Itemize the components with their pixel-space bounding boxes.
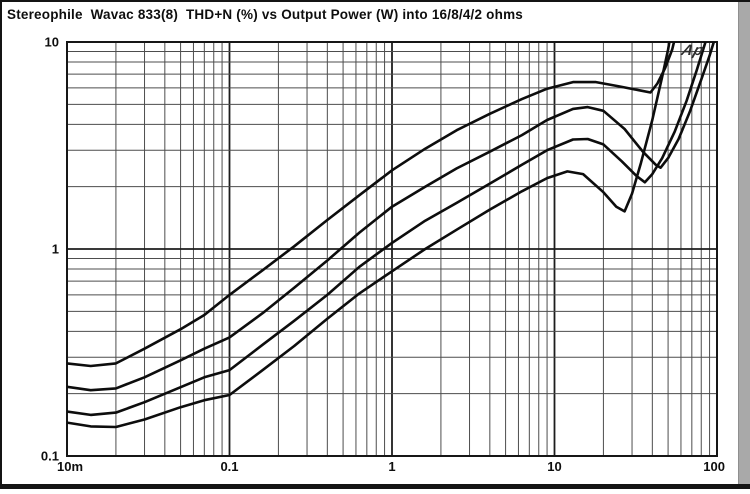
curve-trace-2 — [67, 42, 716, 392]
x-tick-label: 100 — [703, 459, 725, 474]
curve-trace-4-bottom — [67, 42, 671, 429]
x-tick-label: 1 — [388, 459, 395, 474]
x-tick-label: 0.1 — [220, 459, 238, 474]
y-tick-label: 1 — [52, 242, 59, 257]
plot-border — [66, 41, 718, 457]
y-tick-label: 10 — [45, 35, 59, 50]
curve-trace-3 — [67, 42, 707, 417]
curve-trace-1-top — [67, 42, 676, 368]
x-tick-label: 10 — [547, 459, 561, 474]
chart-title: Stereophile Wavac 833(8) THD+N (%) vs Ou… — [7, 7, 523, 22]
frame-edge-top — [0, 0, 750, 2]
right-gray-band — [738, 0, 750, 489]
x-tick-label: 10m — [57, 459, 83, 474]
frame-edge-bottom — [0, 484, 750, 489]
frame-edge-left — [0, 0, 2, 489]
y-tick-label: 0.1 — [41, 449, 59, 464]
curves — [67, 42, 716, 429]
